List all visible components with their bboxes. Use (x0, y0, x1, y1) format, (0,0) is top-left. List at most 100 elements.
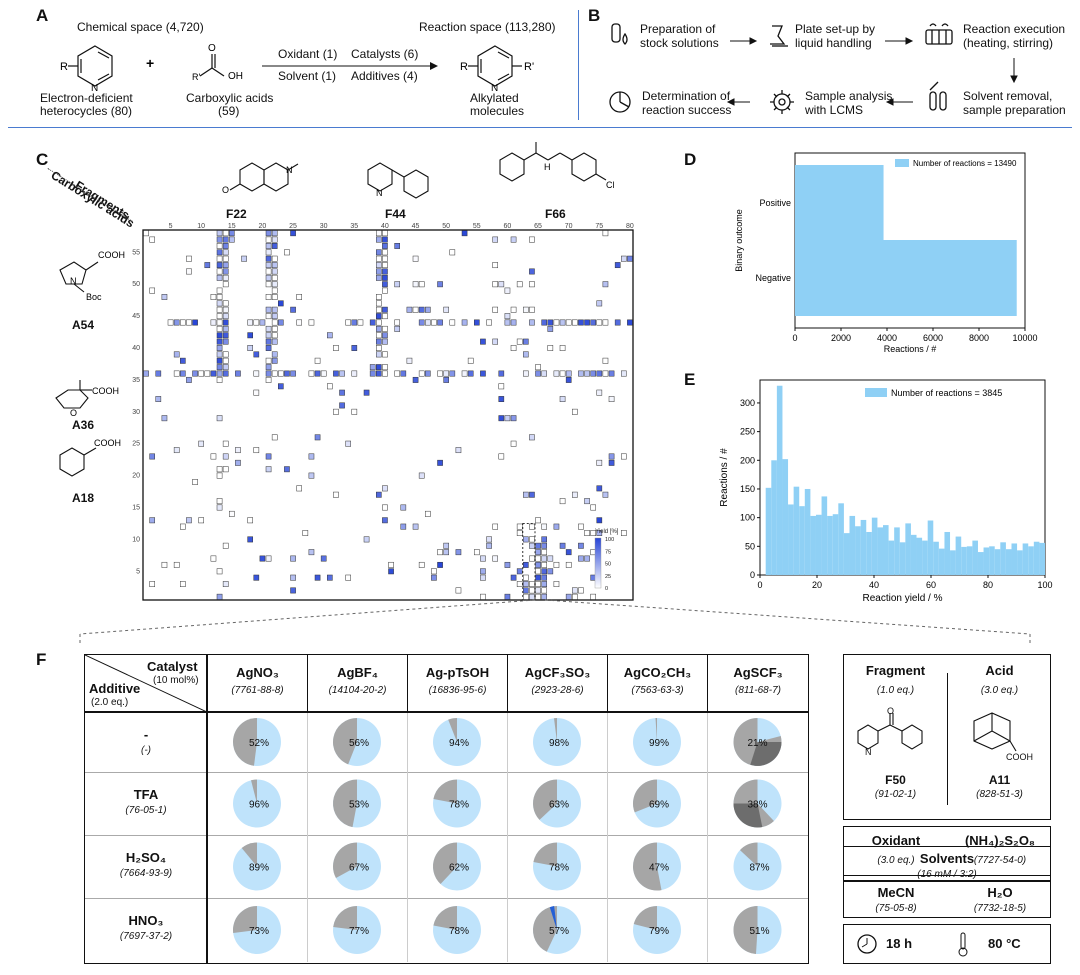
heatmap-cell (222, 313, 229, 320)
heatmap-cell (529, 555, 535, 562)
heatmap-cell (394, 243, 400, 249)
heatmap-cell (529, 491, 535, 498)
heatmap-cell (253, 389, 260, 396)
heatmap-cell (559, 396, 566, 402)
heatmap-cell (229, 230, 235, 237)
heatmap-cell (351, 319, 358, 326)
heatmap-cell (376, 319, 382, 326)
hist-bar (793, 486, 800, 575)
heatmap-cell (418, 281, 425, 288)
heatmap-cell (302, 530, 309, 536)
heatmap-cell (590, 530, 596, 536)
catalyst-name: AgBF₄ (337, 665, 378, 680)
heatmap-cell (376, 325, 382, 332)
heatmap-cell (584, 370, 590, 377)
panel-a-letter: A (36, 6, 49, 25)
catalyst-cas: (7563-63-3) (631, 685, 684, 696)
heatmap-cell (210, 555, 217, 562)
heatmap-cell (559, 542, 566, 549)
heatmap-cell (308, 319, 315, 326)
col-rule (307, 772, 308, 835)
f22-n: N (286, 165, 293, 175)
row-rule (85, 712, 808, 713)
a18-cooh: COOH (94, 438, 121, 448)
colorbar-title: Yield [%] (595, 529, 619, 535)
pie-slice-unsuccessful (333, 842, 357, 879)
heatmap-cell (186, 255, 192, 262)
heatmap-cell (559, 370, 566, 377)
heatmap-cell (265, 274, 272, 281)
pie-label: 53% (349, 800, 369, 811)
solvents-box: Solvents (16 mM / 3:2) MeCN (75-05-8) H₂… (843, 846, 1051, 918)
hist-bar (1005, 549, 1012, 575)
heatmap-cell (584, 555, 590, 562)
heatmap-cell (437, 561, 443, 568)
heatmap-cell (541, 319, 547, 326)
heatmap-cell (265, 306, 272, 313)
catalyst-cas: (16836-95-6) (428, 685, 487, 696)
step-1-line-1: Preparation of (640, 22, 716, 36)
heatmap-cell (516, 581, 523, 587)
heatmap-cell (333, 345, 339, 351)
pie-label: 67% (349, 863, 369, 874)
heatmap-cell (314, 357, 321, 364)
heatmap-cell (222, 357, 229, 364)
conditions-table: Catalyst (10 mol%) Additive (2.0 eq.) Ag… (84, 654, 809, 964)
hist-bar (799, 506, 805, 575)
colorbar-tick: 75 (605, 549, 611, 555)
heatmap-cell (247, 319, 253, 326)
x-tick-label: 4000 (877, 333, 897, 343)
heatmap-cell (510, 415, 517, 422)
category-label: Negative (755, 273, 791, 283)
heatmap-cell (492, 555, 498, 562)
heatmap-cell (535, 561, 541, 568)
heatmap-cell (547, 555, 554, 562)
step-5-line-1: Sample analysis (805, 89, 893, 103)
pie-chart-icon (609, 91, 631, 113)
heatmap-cell (578, 555, 584, 562)
catalyst-cas: (811-68-7) (735, 685, 781, 696)
pie-label: 96% (249, 800, 269, 811)
heatmap-cell (210, 294, 217, 300)
heatmap-cell (535, 542, 541, 549)
heatmap-cell (578, 587, 584, 594)
yield-pie: 73% (233, 906, 281, 954)
hist-bar (905, 523, 911, 575)
heatmap-cell (290, 574, 296, 581)
heatmap-cell (271, 255, 278, 262)
heatmap-cell (143, 230, 149, 237)
heatmap-cell (382, 268, 388, 275)
heatmap-cell (265, 255, 272, 262)
heatmap-cell (376, 370, 382, 377)
heatmap-cell (394, 370, 400, 377)
heatmap-cell (265, 243, 272, 249)
heatmap-cell (541, 581, 547, 587)
catalyst-name: AgCO₂CH₃ (623, 665, 692, 680)
heatmap-cell (271, 319, 278, 326)
heatmap-cell (222, 281, 229, 288)
yield-pie: 89% (233, 842, 281, 891)
heatmap-cell (553, 581, 560, 587)
heatmap-cell (382, 517, 388, 524)
pie-label: 78% (549, 863, 569, 874)
heatmap-cell (443, 370, 449, 377)
yield-pie: 67% (333, 842, 381, 891)
additive-row-0: - (-) (85, 712, 207, 772)
pie-slice-unsuccessful (241, 842, 257, 867)
heatmap-cell (216, 300, 223, 307)
heatmap-cell (333, 408, 339, 415)
heatmap-cell (565, 376, 572, 383)
f50-o-label: O (887, 706, 895, 716)
heatmap-cell (161, 561, 168, 568)
panel-c-letter: C (36, 150, 49, 169)
heatmap-cell (394, 319, 400, 326)
heatmap-cell (418, 306, 425, 313)
heatmap-cell (602, 370, 609, 377)
col-rule (607, 835, 608, 898)
heatmap-cell (547, 568, 554, 575)
heatmap-cell (596, 319, 603, 326)
heatmap-cell (271, 332, 278, 339)
heatmap-cell (480, 555, 486, 562)
heatmap-cell (222, 542, 229, 549)
additive-cas: (7697-37-2) (119, 931, 173, 942)
